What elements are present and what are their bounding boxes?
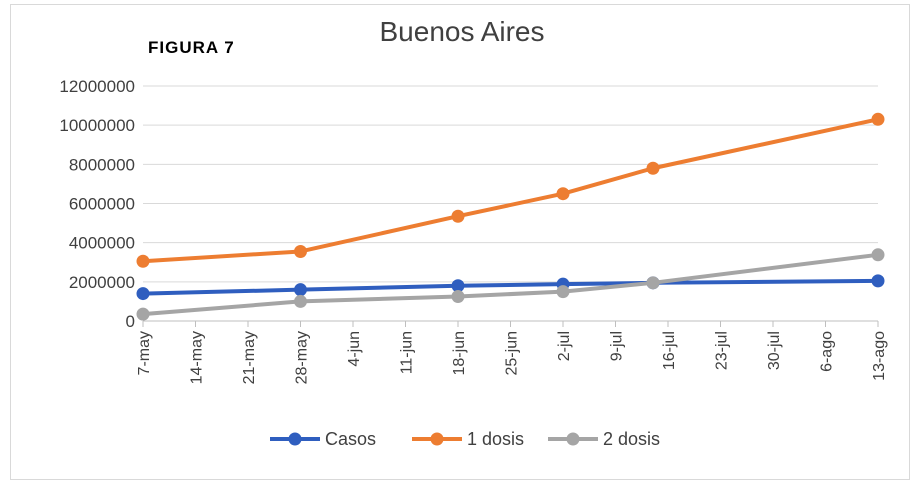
data-point [136, 307, 150, 321]
data-point [556, 187, 570, 201]
figure-label: FIGURA 7 [148, 38, 235, 57]
data-point [136, 287, 150, 301]
series-line-2 [142, 252, 879, 317]
chart-frame [10, 4, 910, 480]
legend-label: Casos [325, 429, 376, 449]
y-tick-label: 4000000 [69, 234, 135, 253]
x-tick-label: 23-jul [714, 331, 731, 370]
x-tick-label: 4-jun [346, 331, 363, 367]
y-tick-label: 6000000 [69, 195, 135, 214]
chart-title: Buenos Aires [379, 16, 545, 47]
x-tick-label: 9-jul [609, 331, 626, 361]
data-point [871, 274, 885, 288]
x-tick-label: 30-jul [766, 331, 783, 370]
x-tick-label: 11-jun [399, 331, 416, 374]
y-tick-label: 10000000 [59, 116, 135, 135]
y-tick-label: 8000000 [69, 155, 135, 174]
legend-marker [288, 432, 302, 446]
data-point [871, 248, 885, 262]
series-line-1 [142, 117, 879, 264]
x-tick-label: 13-ago [871, 331, 888, 381]
x-tick-label: 2-jul [556, 331, 573, 361]
x-tick-label: 18-jun [451, 331, 468, 375]
series-line-0 [142, 278, 879, 296]
legend-label: 2 dosis [603, 429, 660, 449]
x-tick-label: 14-may [189, 331, 206, 384]
data-point [646, 276, 660, 290]
data-point [451, 290, 465, 304]
y-tick-label: 2000000 [69, 273, 135, 292]
data-point [871, 112, 885, 126]
data-point [294, 294, 307, 308]
data-point [294, 244, 307, 258]
y-tick-label: 12000000 [59, 77, 135, 96]
data-point [451, 279, 465, 293]
legend-label: 1 dosis [467, 429, 524, 449]
data-point [136, 254, 150, 268]
data-point [294, 283, 307, 297]
data-point [556, 285, 570, 299]
x-tick-label: 25-jun [504, 331, 521, 375]
x-tick-label: 21-may [241, 331, 258, 384]
data-point [451, 209, 465, 223]
x-tick-label: 16-jul [661, 331, 678, 370]
y-tick-label: 0 [126, 312, 135, 331]
x-tick-label: 7-may [136, 331, 153, 375]
data-point [646, 161, 660, 175]
x-tick-label: 6-ago [819, 331, 836, 372]
legend-marker [566, 432, 580, 446]
x-tick-label: 28-may [294, 331, 311, 384]
legend-marker [430, 432, 444, 446]
